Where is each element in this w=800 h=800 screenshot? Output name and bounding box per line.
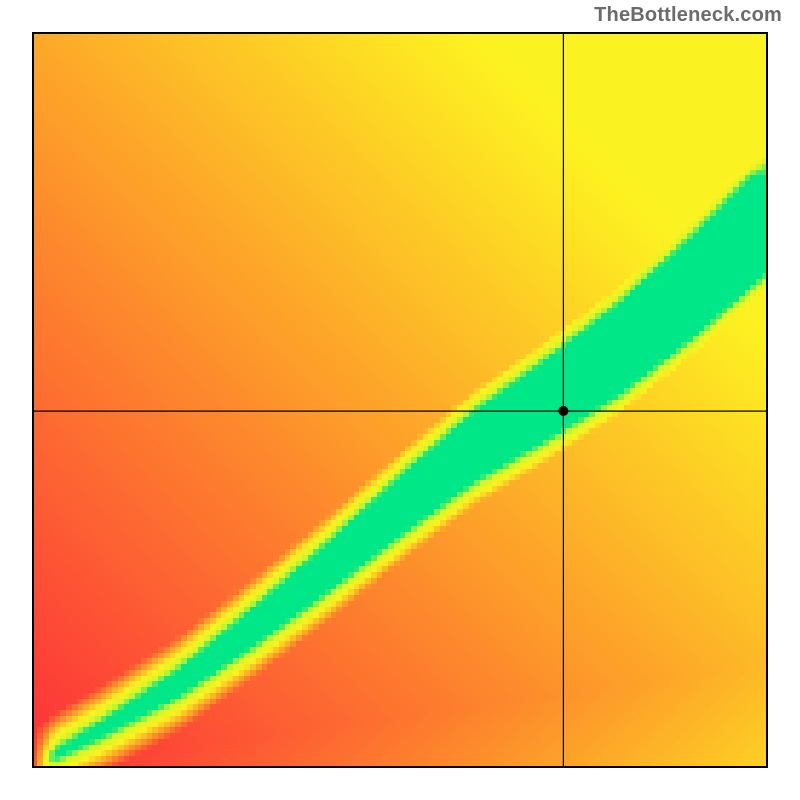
heatmap-canvas — [32, 32, 768, 768]
heatmap-chart — [32, 32, 768, 768]
watermark-text: TheBottleneck.com — [594, 4, 782, 27]
